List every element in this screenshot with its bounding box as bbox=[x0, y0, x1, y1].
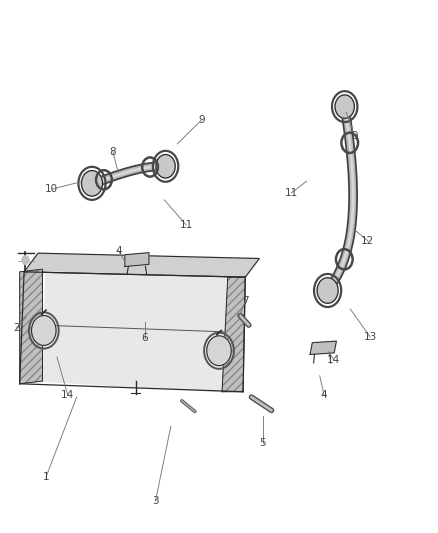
Text: 3: 3 bbox=[152, 496, 159, 506]
Text: 11: 11 bbox=[180, 220, 193, 230]
Circle shape bbox=[81, 171, 102, 196]
Polygon shape bbox=[24, 253, 259, 277]
Text: 2: 2 bbox=[13, 323, 20, 333]
Polygon shape bbox=[125, 253, 149, 266]
Text: 1: 1 bbox=[42, 472, 49, 482]
Circle shape bbox=[22, 256, 29, 264]
Circle shape bbox=[32, 316, 56, 345]
Text: 6: 6 bbox=[141, 334, 148, 343]
Text: 9: 9 bbox=[198, 115, 205, 125]
Circle shape bbox=[207, 336, 231, 366]
Text: 5: 5 bbox=[259, 439, 266, 448]
Text: 11: 11 bbox=[285, 188, 298, 198]
Text: 7: 7 bbox=[242, 296, 249, 306]
Polygon shape bbox=[310, 341, 336, 354]
Text: 4: 4 bbox=[321, 391, 328, 400]
Text: 10: 10 bbox=[45, 184, 58, 194]
Text: 12: 12 bbox=[361, 236, 374, 246]
Text: 9: 9 bbox=[351, 131, 358, 141]
Text: 14: 14 bbox=[327, 355, 340, 365]
Circle shape bbox=[156, 155, 175, 178]
Circle shape bbox=[335, 95, 354, 118]
Circle shape bbox=[317, 278, 338, 303]
Polygon shape bbox=[222, 277, 245, 392]
Text: 14: 14 bbox=[61, 391, 74, 400]
Polygon shape bbox=[20, 269, 42, 384]
Polygon shape bbox=[42, 272, 228, 392]
Text: 8: 8 bbox=[110, 147, 117, 157]
Text: 4: 4 bbox=[115, 246, 122, 255]
Text: 13: 13 bbox=[364, 332, 377, 342]
